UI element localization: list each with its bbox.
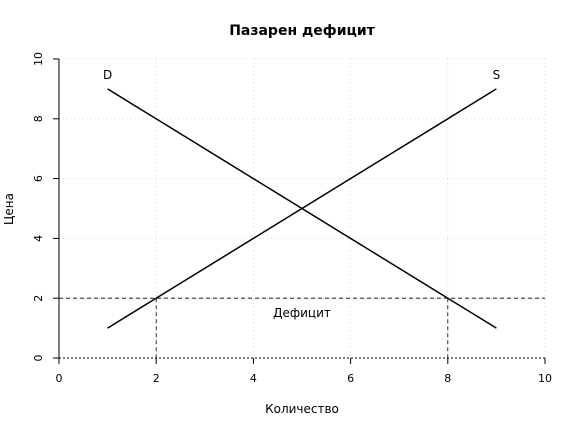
chart-title: Пазарен дефицит	[229, 23, 375, 39]
deficit-label: Дефицит	[273, 306, 331, 320]
y-tick-label: 0	[32, 355, 45, 362]
x-tick-label: 8	[444, 372, 451, 385]
x-tick-label: 2	[153, 372, 160, 385]
y-tick-label: 10	[32, 52, 45, 66]
x-tick-label: 4	[250, 372, 257, 385]
curves	[108, 89, 497, 328]
x-tick-label: 6	[347, 372, 354, 385]
y-tick-label: 4	[32, 235, 45, 242]
x-tick-label: 0	[56, 372, 63, 385]
y-tick-label: 8	[32, 115, 45, 122]
demand-curve-label: D	[103, 68, 112, 82]
y-tick-label: 2	[32, 295, 45, 302]
x-tick-label: 10	[538, 372, 552, 385]
y-axis-label: Цена	[2, 193, 16, 225]
y-tick-label: 6	[32, 175, 45, 182]
supply-curve-label: S	[493, 68, 501, 82]
x-axis-label: Количество	[265, 402, 339, 416]
